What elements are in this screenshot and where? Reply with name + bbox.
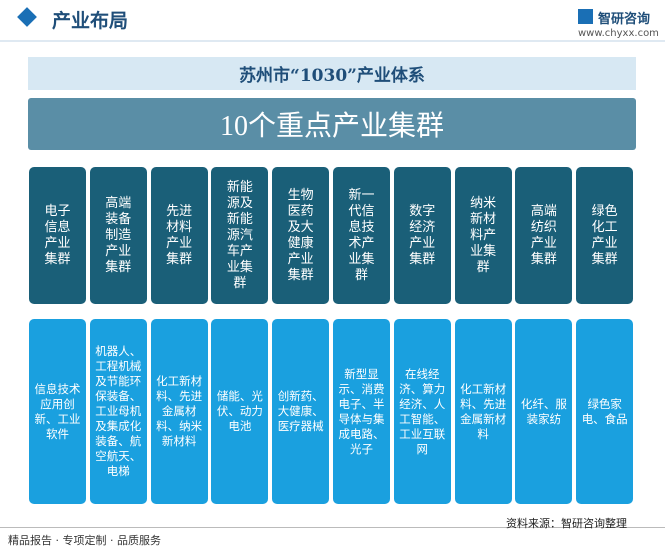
cluster-fields: 绿色家电、食品 <box>581 396 628 426</box>
cluster-fields: 储能、光伏、动力电池 <box>216 389 263 433</box>
logo: 智研咨询 <box>598 12 651 27</box>
cluster-fields-box: 在线经济、算力经济、人工智能、工业互联网 <box>393 319 451 504</box>
cluster-fields: 机器人、工程机械及节能环保装备、工业母机及集成化装备、航空航天、电梯 <box>95 344 142 478</box>
cluster-fields: 新型显示、消费电子、半导体与集成电路、光子 <box>338 366 385 456</box>
cluster-name-box: 生物医药及大健康产业集群 <box>272 167 330 304</box>
logo-icon <box>578 9 593 24</box>
footer-line <box>0 527 665 528</box>
cluster-name: 绿色化工产业集群 <box>591 203 618 267</box>
cluster-fields: 化工新材料、先进金属新材料 <box>460 381 507 441</box>
cluster-name: 电子信息产业集群 <box>44 203 71 267</box>
header-line <box>0 40 665 42</box>
page-title: 产业布局 <box>52 10 129 32</box>
cluster-name: 先进材料产业集群 <box>166 203 193 267</box>
cluster-fields-box: 新型显示、消费电子、半导体与集成电路、光子 <box>333 319 390 504</box>
cluster-name-box: 新一代信息技术产业集群 <box>333 167 390 304</box>
slogan: 精品报告 · 专项定制 · 品质服务 <box>8 534 161 547</box>
cluster-name: 高端装备制造产业集群 <box>105 195 132 275</box>
cluster-fields-box: 信息技术应用创新、工业软件 <box>29 319 86 504</box>
cluster-fields-box: 化工新材料、先进金属新材料 <box>454 319 512 504</box>
cluster-fields: 在线经济、算力经济、人工智能、工业互联网 <box>399 366 446 456</box>
url: www.chyxx.com <box>578 28 659 39</box>
cluster-fields-box: 化纤、服装家纺 <box>515 319 573 504</box>
cluster-name: 纳米新材料产业集群 <box>470 195 497 275</box>
cluster-fields-box: 储能、光伏、动力电池 <box>211 319 269 504</box>
cluster-fields-box: 绿色家电、食品 <box>576 319 634 504</box>
cluster-name-box: 高端纺织产业集群 <box>515 167 573 304</box>
cluster-name: 生物医药及大健康产业集群 <box>287 187 314 283</box>
cluster-name: 新能源及新能源汽车产业集群 <box>226 179 253 291</box>
banner: 10个重点产业集群 <box>28 98 636 150</box>
title-icon <box>17 7 37 27</box>
cluster-name-box: 纳米新材料产业集群 <box>454 167 512 304</box>
cluster-fields-box: 机器人、工程机械及节能环保装备、工业母机及集成化装备、航空航天、电梯 <box>89 319 147 504</box>
cluster-name-box: 数字经济产业集群 <box>393 167 451 304</box>
cluster-name-box: 高端装备制造产业集群 <box>89 167 147 304</box>
cluster-fields: 化工新材料、先进金属材料、纳米新材料 <box>156 374 203 448</box>
cluster-fields: 创新药、大健康、医疗器械 <box>277 389 324 433</box>
system-title: 苏州市“1030”产业体系 <box>28 57 636 90</box>
cluster-name: 数字经济产业集群 <box>409 203 436 267</box>
cluster-name-box: 电子信息产业集群 <box>29 167 86 304</box>
cluster-fields-box: 化工新材料、先进金属材料、纳米新材料 <box>150 319 208 504</box>
source: 资料来源：智研咨询整理 <box>506 517 627 530</box>
cluster-fields: 化纤、服装家纺 <box>520 396 567 426</box>
cluster-fields: 信息技术应用创新、工业软件 <box>34 381 81 441</box>
cluster-fields-box: 创新药、大健康、医疗器械 <box>272 319 330 504</box>
cluster-name-box: 新能源及新能源汽车产业集群 <box>211 167 269 304</box>
cluster-name: 新一代信息技术产业集群 <box>348 187 375 283</box>
cluster-name-box: 绿色化工产业集群 <box>576 167 634 304</box>
cluster-name: 高端纺织产业集群 <box>530 203 557 267</box>
cluster-name-box: 先进材料产业集群 <box>150 167 208 304</box>
